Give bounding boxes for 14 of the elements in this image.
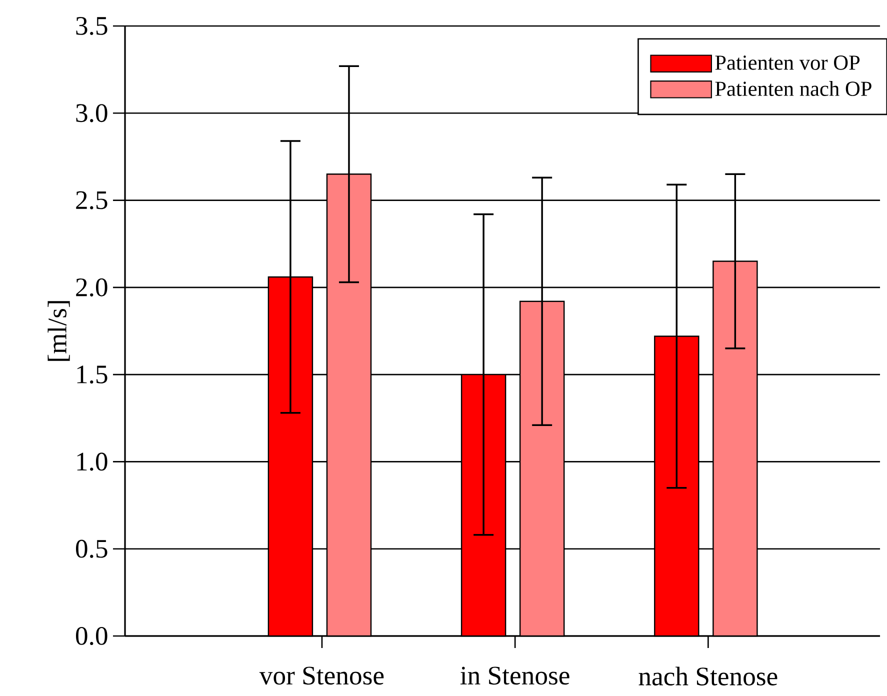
x-tick-label: vor Stenose <box>259 666 384 685</box>
legend-label: Patienten nach OP <box>715 80 872 96</box>
y-tick-label: 0.5 <box>76 540 108 558</box>
y-axis-title: [ml/s] <box>48 301 70 361</box>
y-tick-label: 2.0 <box>76 278 108 296</box>
legend-label: Patienten vor OP <box>715 56 860 70</box>
x-tick-label: nach Stenose <box>638 666 778 686</box>
y-tick-label: 2.5 <box>76 191 108 210</box>
x-tick-label: in Stenose <box>460 666 570 685</box>
y-tick-label: 3.5 <box>76 16 108 36</box>
y-tick-label: 0.0 <box>76 626 108 646</box>
y-tick-label: 1.0 <box>77 452 108 471</box>
y-tick-label: 3.0 <box>76 104 108 122</box>
y-tick-label: 1.5 <box>77 366 108 384</box>
